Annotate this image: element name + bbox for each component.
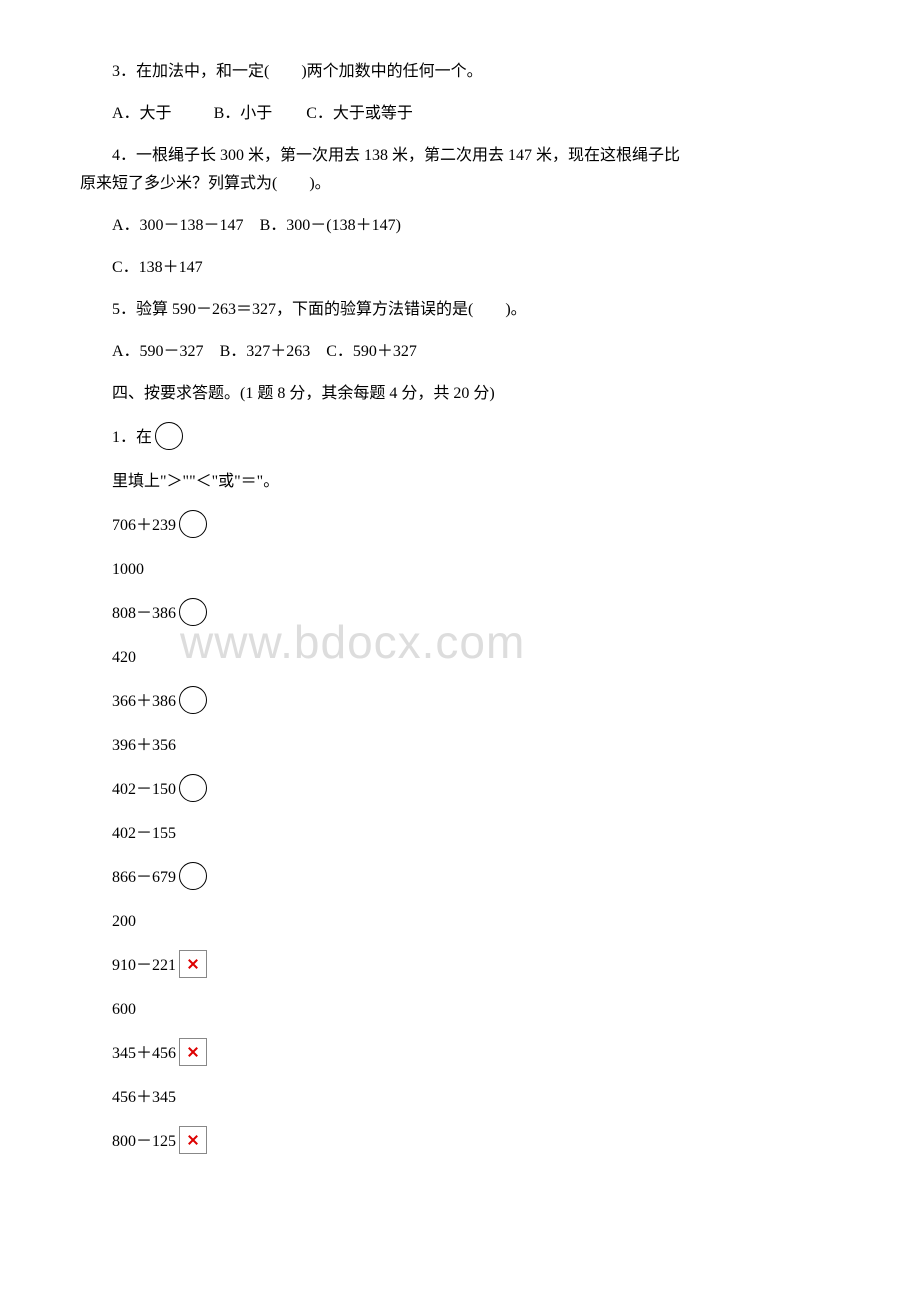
compare-left: 910－221 bbox=[112, 954, 176, 978]
compare-row: 345＋456 bbox=[80, 1040, 840, 1068]
q4-opt-a: A．300－138－147 bbox=[112, 217, 244, 234]
circle-icon bbox=[179, 598, 207, 626]
q3-opt-c: C．大于或等于 bbox=[306, 105, 413, 122]
compare-right: 396＋356 bbox=[80, 734, 840, 758]
q3-options: A．大于 B．小于 C．大于或等于 bbox=[80, 102, 840, 126]
circle-icon bbox=[179, 510, 207, 538]
broken-image-icon bbox=[179, 1126, 207, 1154]
compare-right: 402－155 bbox=[80, 822, 840, 846]
compare-right: 600 bbox=[80, 998, 840, 1022]
compare-row: 706＋239 bbox=[80, 512, 840, 540]
q5-options: A．590－327 B．327＋263 C．590＋327 bbox=[80, 340, 840, 364]
compare-right: 200 bbox=[80, 910, 840, 934]
q5-stem: 5．验算 590－263＝327，下面的验算方法错误的是( )。 bbox=[80, 298, 840, 322]
compare-left: 402－150 bbox=[112, 778, 176, 802]
circle-icon bbox=[179, 686, 207, 714]
circle-icon bbox=[155, 422, 183, 450]
compare-row: 800－125 bbox=[80, 1128, 840, 1156]
p1-label-row: 1．在 bbox=[80, 424, 840, 452]
q3-opt-b: B．小于 bbox=[214, 105, 273, 122]
q3-stem: 3．在加法中，和一定( )两个加数中的任何一个。 bbox=[80, 60, 840, 84]
q3-opt-a: A．大于 bbox=[112, 105, 172, 122]
compare-row: 366＋386 bbox=[80, 688, 840, 716]
compare-row: 866－679 bbox=[80, 864, 840, 892]
q4-opt-c: C．138＋147 bbox=[80, 256, 840, 280]
q4-opt-b: B．300－(138＋147) bbox=[260, 217, 401, 234]
broken-image-icon bbox=[179, 950, 207, 978]
compare-row: 808－386 bbox=[80, 600, 840, 628]
page-content: 3．在加法中，和一定( )两个加数中的任何一个。 A．大于 B．小于 C．大于或… bbox=[80, 60, 840, 1156]
q4-stem-line1: 4．一根绳子长 300 米，第一次用去 138 米，第二次用去 147 米，现在… bbox=[80, 144, 840, 168]
compare-left: 800－125 bbox=[112, 1130, 176, 1154]
q5-opt-a: A．590－327 bbox=[112, 343, 204, 360]
q4-options-ab: A．300－138－147 B．300－(138＋147) bbox=[80, 214, 840, 238]
section4-title: 四、按要求答题。(1 题 8 分，其余每题 4 分，共 20 分) bbox=[80, 382, 840, 406]
q4-stem-line2: 原来短了多少米？列算式为( )。 bbox=[80, 172, 840, 196]
q5-opt-b: B．327＋263 bbox=[220, 343, 311, 360]
compare-left: 866－679 bbox=[112, 866, 176, 890]
compare-row: 910－221 bbox=[80, 952, 840, 980]
p1-instruction: 里填上"＞""＜"或"＝"。 bbox=[80, 470, 840, 494]
compare-left: 706＋239 bbox=[112, 514, 176, 538]
compare-right: 1000 bbox=[80, 558, 840, 582]
compare-row: 402－150 bbox=[80, 776, 840, 804]
compare-left: 808－386 bbox=[112, 602, 176, 626]
broken-image-icon bbox=[179, 1038, 207, 1066]
compare-right: 456＋345 bbox=[80, 1086, 840, 1110]
circle-icon bbox=[179, 774, 207, 802]
compare-right: 420 bbox=[80, 646, 840, 670]
compare-left: 366＋386 bbox=[112, 690, 176, 714]
compare-left: 345＋456 bbox=[112, 1042, 176, 1066]
circle-icon bbox=[179, 862, 207, 890]
q5-opt-c: C．590＋327 bbox=[326, 343, 417, 360]
p1-label: 1．在 bbox=[112, 426, 152, 450]
